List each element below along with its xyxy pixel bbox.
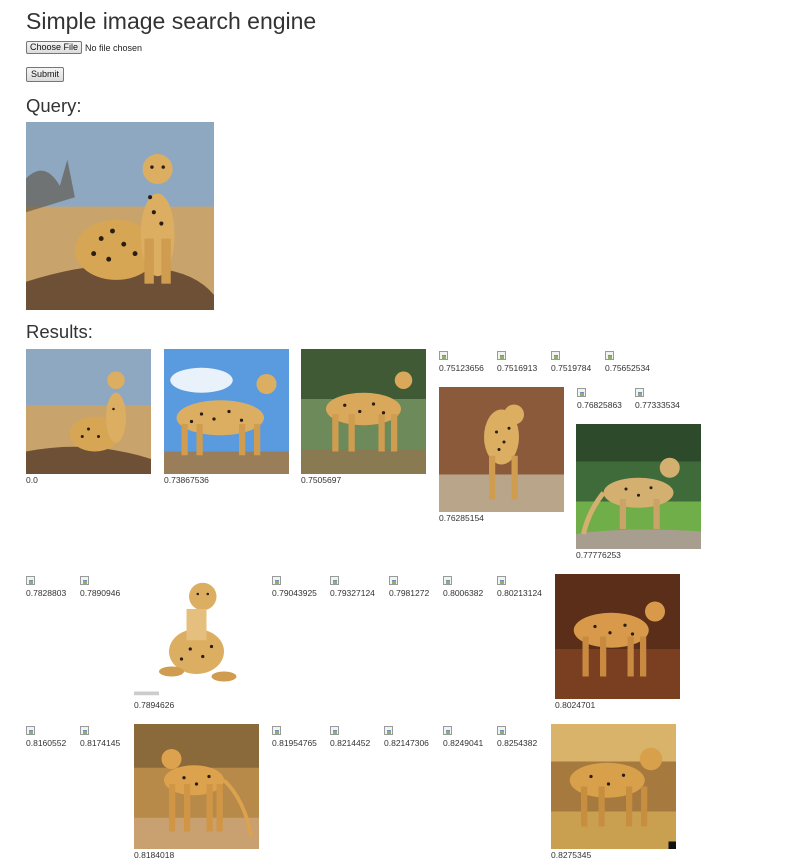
broken-image-icon[interactable] <box>443 576 452 585</box>
result-image[interactable] <box>134 574 259 699</box>
result-image[interactable] <box>164 349 289 474</box>
result-score: 0.7519784 <box>551 363 592 373</box>
result-score: 0.8184018 <box>134 850 175 860</box>
broken-image-icon[interactable] <box>26 576 35 585</box>
submit-button[interactable]: Submit <box>26 67 65 82</box>
result-score: 0.7516913 <box>497 363 538 373</box>
broken-image-icon[interactable] <box>497 576 506 585</box>
result-image[interactable] <box>26 349 151 474</box>
results-heading: Results: <box>26 321 93 342</box>
result-image[interactable] <box>555 574 680 699</box>
broken-image-icon[interactable] <box>330 576 339 585</box>
broken-image-icon[interactable] <box>384 726 393 735</box>
broken-image-icon[interactable] <box>605 351 614 360</box>
result-score: 0.73867536 <box>164 475 209 485</box>
result-score: 0.75123656 <box>439 363 484 373</box>
result-image[interactable] <box>301 349 426 474</box>
result-score: 0.77333534 <box>635 400 680 410</box>
broken-image-icon[interactable] <box>80 576 89 585</box>
broken-image-icon[interactable] <box>26 726 35 735</box>
result-score: 0.7894626 <box>134 700 175 710</box>
broken-image-icon[interactable] <box>272 576 281 585</box>
broken-image-icon[interactable] <box>497 351 506 360</box>
query-image <box>26 122 214 310</box>
broken-image-icon[interactable] <box>80 726 89 735</box>
query-heading: Query: <box>26 95 82 116</box>
result-score: 0.7828803 <box>26 588 67 598</box>
result-image[interactable] <box>551 724 676 849</box>
page-title: Simple image search engine <box>26 8 317 34</box>
broken-image-icon[interactable] <box>577 388 586 397</box>
result-image[interactable] <box>134 724 259 849</box>
broken-image-icon[interactable] <box>439 351 448 360</box>
broken-image-icon[interactable] <box>551 351 560 360</box>
result-score: 0.7981272 <box>389 588 430 598</box>
result-score: 0.8249041 <box>443 738 484 748</box>
result-image[interactable] <box>439 387 564 512</box>
result-score: 0.8214452 <box>330 738 371 748</box>
broken-image-icon[interactable] <box>272 726 281 735</box>
result-score: 0.8275345 <box>551 850 592 860</box>
result-score: 0.8174145 <box>80 738 121 748</box>
result-image[interactable] <box>576 424 701 549</box>
result-score: 0.8006382 <box>443 588 484 598</box>
result-score: 0.8160552 <box>26 738 67 748</box>
broken-image-icon[interactable] <box>389 576 398 585</box>
result-score: 0.7890946 <box>80 588 121 598</box>
broken-image-icon[interactable] <box>497 726 506 735</box>
result-score: 0.80213124 <box>497 588 542 598</box>
result-score: 0.7505697 <box>301 475 342 485</box>
broken-image-icon[interactable] <box>443 726 452 735</box>
result-score: 0.8254382 <box>497 738 538 748</box>
result-score: 0.0 <box>26 475 38 485</box>
file-status-text: No file chosen <box>85 43 143 53</box>
result-score: 0.75652534 <box>605 363 650 373</box>
result-score: 0.76285154 <box>439 513 484 523</box>
broken-image-icon[interactable] <box>635 388 644 397</box>
result-score: 0.81954765 <box>272 738 317 748</box>
choose-file-button[interactable]: Choose File <box>26 41 83 54</box>
result-score: 0.82147306 <box>384 738 429 748</box>
result-score: 0.76825863 <box>577 400 622 410</box>
result-score: 0.77776253 <box>576 550 621 560</box>
broken-image-icon[interactable] <box>330 726 339 735</box>
result-score: 0.8024701 <box>555 700 596 710</box>
query-image-art <box>26 122 214 310</box>
result-score: 0.79043925 <box>272 588 317 598</box>
result-score: 0.79327124 <box>330 588 375 598</box>
